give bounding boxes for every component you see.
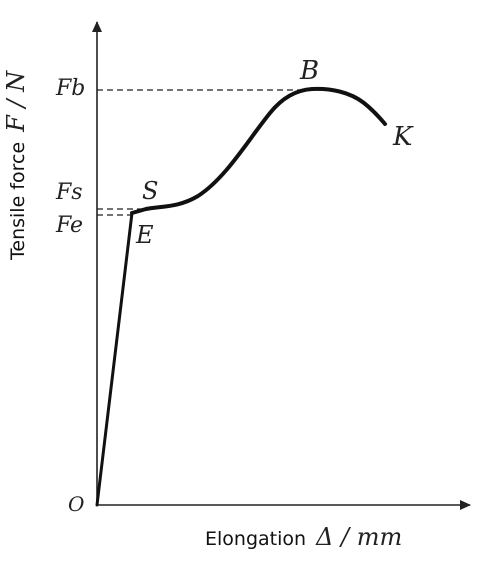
tensile-curve [130,86,387,215]
fb-label: Fb [55,76,85,101]
elastic-segment [95,211,134,507]
point-b-label: B [299,56,319,86]
point-s-label: S [142,177,158,205]
x-axis-title: Elongation Δ / mm [205,523,402,551]
fe-label: Fe [55,213,83,238]
y-axis-title: Tensile forceF / N [2,70,30,261]
point-k-label: K [392,122,414,152]
origin-label: O [68,492,84,516]
point-e-label: E [135,221,154,249]
fs-label: Fs [55,180,83,205]
